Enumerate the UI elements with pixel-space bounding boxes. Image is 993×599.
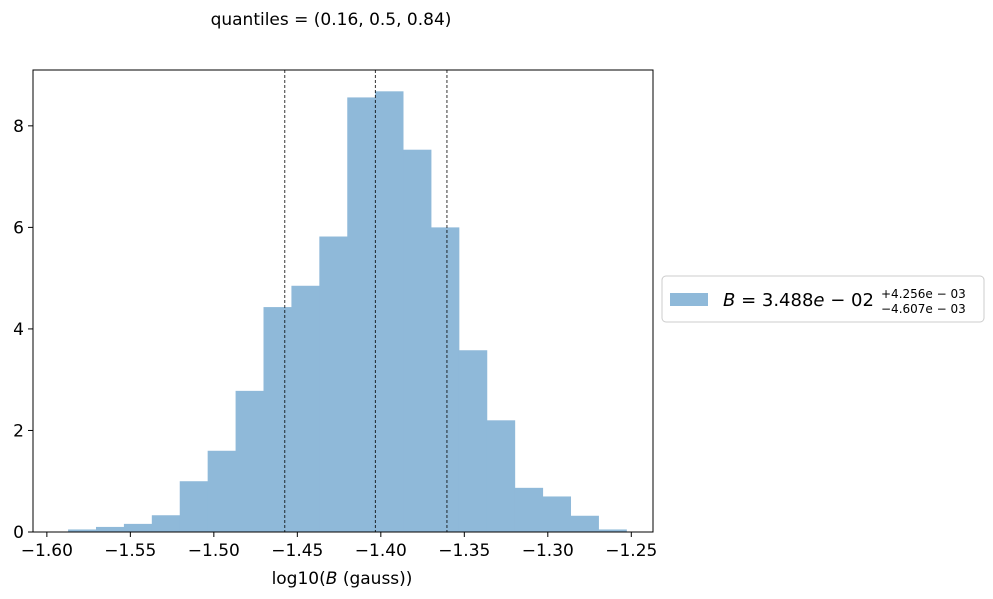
histogram-bar <box>570 515 599 532</box>
histogram-bar <box>151 515 181 532</box>
legend-upper-error: +4.256e − 03 <box>881 287 966 301</box>
legend-swatch <box>670 293 708 306</box>
chart-title: quantiles = (0.16, 0.5, 0.84) <box>211 10 452 30</box>
legend-frame <box>661 275 985 323</box>
legend-entry-label: B = 3.488e − 02 <box>723 290 874 311</box>
histogram-bar <box>375 91 404 532</box>
histogram-bar <box>542 496 572 532</box>
x-axis-label: log10(B (gauss)) <box>272 569 413 589</box>
histogram-bar <box>486 420 516 532</box>
legend: B = 3.488e − 02 +4.256e − 03 −4.607e − 0… <box>661 275 985 323</box>
x-tick-label: −1.50 <box>188 541 240 561</box>
x-tick-label: −1.45 <box>271 541 323 561</box>
x-axis-ticks: −1.60 −1.55 −1.50 −1.45 −1.40 −1.35 −1.30 −1.25 <box>21 532 657 561</box>
y-tick-label: 2 <box>13 421 24 441</box>
y-axis-ticks: 0 2 4 6 8 <box>13 117 33 543</box>
histogram-bar <box>458 350 488 532</box>
histogram-bar <box>319 236 348 532</box>
x-tick-label: −1.40 <box>355 541 407 561</box>
x-tick-label: −1.35 <box>438 541 490 561</box>
histogram-bars <box>68 91 627 533</box>
histogram-bar <box>514 487 544 532</box>
y-tick-label: 4 <box>13 320 24 340</box>
histogram-bar <box>403 149 432 532</box>
plot-area-frame <box>32 69 654 533</box>
histogram-bar <box>179 481 209 532</box>
histogram-bar <box>347 97 376 533</box>
legend-lower-error: −4.607e − 03 <box>881 302 966 316</box>
histogram-bar <box>235 390 264 532</box>
x-tick-label: −1.30 <box>522 541 574 561</box>
histogram-bar <box>291 285 320 532</box>
histogram-bar <box>598 529 627 532</box>
histogram-bar <box>263 307 292 532</box>
histogram-bar <box>95 526 125 532</box>
y-tick-label: 8 <box>13 117 24 137</box>
histogram-bar <box>207 450 236 532</box>
x-tick-label: −1.25 <box>605 541 657 561</box>
y-tick-label: 6 <box>13 218 24 238</box>
x-tick-label: −1.60 <box>21 541 73 561</box>
histogram-bar <box>68 529 97 532</box>
histogram-bar <box>123 523 153 532</box>
y-tick-label: 0 <box>13 523 24 543</box>
histogram-bar <box>431 227 460 532</box>
quantile-lines <box>284 70 448 532</box>
x-tick-label: −1.55 <box>104 541 156 561</box>
